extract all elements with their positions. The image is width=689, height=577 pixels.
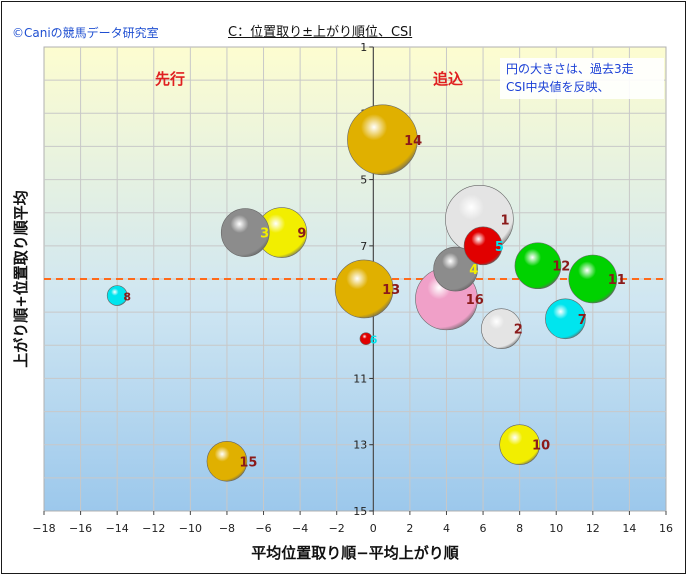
bubble-3 [220,208,270,257]
bubble-14 [347,104,418,176]
point-label-7: 7 [578,313,587,328]
x-axis-title: 平均位置取り順−平均上がり順 [251,544,460,562]
y-tick-label: 15 [353,505,367,518]
bubble-7 [545,298,586,340]
bubble-12 [514,242,562,290]
point-label-2: 2 [514,323,523,338]
y-axis-title: 上がり順+位置取り順平均 [12,190,30,368]
bubble-6 [359,332,373,345]
size-note-line: 円の大きさは、過去3走 [506,62,634,76]
x-tick-label: −14 [106,522,129,535]
point-label-12: 12 [552,260,570,275]
annotations: 平均位置取り順−平均上がり順 上がり順+位置取り順平均 先行 追込 円の大きさは、過去3… [12,58,664,562]
bubble-5 [463,226,503,266]
point-label-6: 6 [370,334,378,347]
point-label-16: 16 [466,293,484,308]
bubble-11 [568,254,618,304]
x-tick-label: −10 [179,522,202,535]
x-tick-label: 16 [659,522,673,535]
point-label-9: 9 [297,227,306,242]
region-label-right: 追込 [433,70,463,88]
point-label-11: 11 [608,273,626,288]
x-tick-label: −16 [69,522,92,535]
region-label-left: 先行 [155,70,185,88]
chart-title: C：位置取り±上がり順位、CSI [228,25,413,40]
y-tick-label: 13 [353,439,367,452]
point-label-15: 15 [239,455,257,470]
x-tick-label: 0 [370,522,377,535]
bubble-2 [481,308,522,350]
x-tick-label: 4 [443,522,450,535]
x-tick-label: 2 [406,522,413,535]
bubble-4 [433,246,478,292]
x-tick-label: 14 [622,522,636,535]
bubble-15 [206,440,248,482]
x-tick-label: −18 [32,522,55,535]
x-tick-label: −12 [142,522,165,535]
y-tick-label: 7 [360,240,367,253]
x-tick-label: 6 [480,522,487,535]
x-tick-label: −6 [255,522,271,535]
size-note-box [500,58,664,99]
x-tick-label: 10 [549,522,563,535]
x-tick-label: −8 [219,522,235,535]
point-label-8: 8 [123,291,131,304]
point-label-5: 5 [495,240,504,255]
y-tick-label: 1 [360,41,367,54]
copyright-text: ©Caniの競馬データ研究室 [12,26,159,40]
y-tick-label: 5 [360,174,367,187]
x-tick-label: −2 [329,522,345,535]
point-label-1: 1 [500,213,509,228]
point-label-14: 14 [404,134,422,149]
bubble-13 [334,259,394,319]
point-label-10: 10 [532,439,550,454]
x-tick-label: −4 [292,522,308,535]
bubble-10 [499,424,540,466]
x-tick-label: 12 [586,522,600,535]
point-label-13: 13 [382,283,400,298]
bubble-8 [106,285,128,306]
point-label-3: 3 [260,227,269,242]
y-tick-label: 11 [353,372,367,385]
x-tick-label: 8 [516,522,523,535]
point-label-4: 4 [469,263,478,278]
size-note-line: CSI中央値を反映、 [506,79,610,94]
